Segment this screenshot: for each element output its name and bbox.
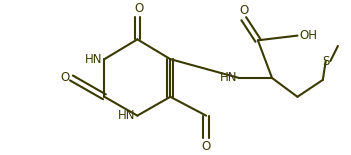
Text: O: O [135,2,144,15]
Text: HN: HN [85,53,102,66]
Text: O: O [239,4,249,17]
Text: OH: OH [299,29,317,42]
Text: HN: HN [118,109,135,122]
Text: S: S [322,55,329,68]
Text: O: O [60,71,69,84]
Text: O: O [201,140,211,153]
Text: HN: HN [220,71,237,84]
